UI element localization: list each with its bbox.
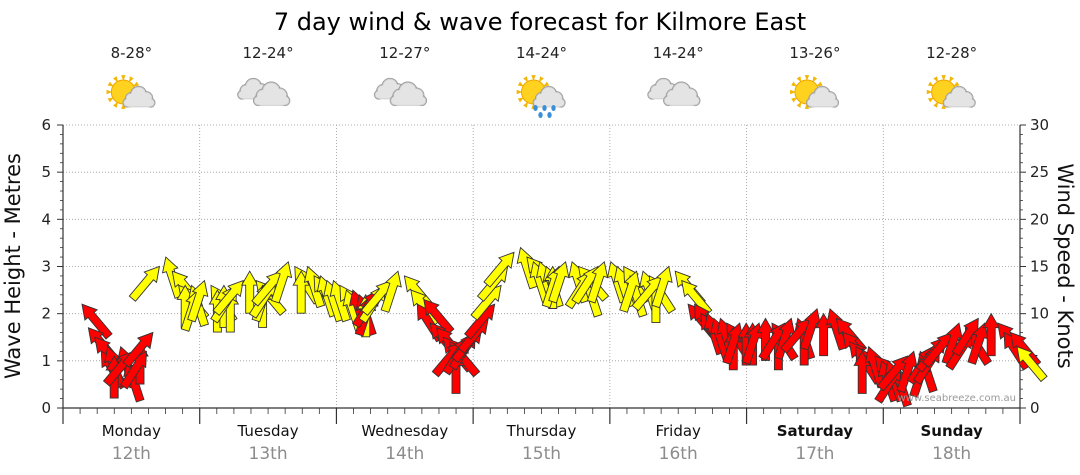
right-tick-label: 10 [1030,305,1049,323]
left-tick-label: 4 [41,210,51,228]
day-date: 13th [249,444,288,464]
temperature-range: 12-24° [243,44,294,62]
wind-arrows [81,246,1048,408]
cloud-icon [373,77,428,107]
wind-arrow [187,279,209,323]
sun-cloud-rain-icon [516,75,566,118]
wind-arrow [483,251,515,288]
wind-arrow [380,270,402,313]
day-name: Friday [655,422,701,440]
cloud-shape [663,81,701,107]
wind-arrow [270,260,293,304]
cloud-shape [942,85,976,108]
raindrop [533,105,538,111]
sun-cloud-icon [106,75,156,109]
day-date: 15th [522,444,561,464]
raindrop [538,112,543,118]
day-name: Monday [102,422,161,440]
sun-cloud-icon [790,75,840,109]
day-date: 16th [659,444,698,464]
right-axis-label: Wind Speed - Knots [1053,163,1077,368]
day-name: Wednesday [361,422,448,440]
raindrop [542,105,547,111]
weather-row: 8-28° 12-24° 12-27° 14-24° 14-24° 13-26° 12-28… [106,44,977,118]
wind-arrow [548,260,570,304]
temperature-range: 14-24° [653,44,704,62]
sun-cloud-icon [926,75,976,109]
wind-arrow [122,331,154,368]
cloud-shape [389,81,428,107]
temperature-range: 14-24° [516,44,567,62]
cloud-shape [532,85,566,108]
cloud-shape [252,81,291,107]
left-tick-label: 3 [41,258,51,276]
day-date: 14th [385,444,424,464]
left-tick-label: 6 [41,116,51,134]
temperature-range: 13-26° [789,44,840,62]
watermark: www.seabreeze.com.au [898,393,1016,404]
day-name: Saturday [777,422,854,440]
day-name: Sunday [920,422,983,440]
right-tick-label: 0 [1030,399,1040,417]
wind-arrow [586,260,609,304]
left-axis: 0 1 2 3 4 5 6 [41,116,64,417]
wind-arrow [651,265,673,309]
day-name: Tuesday [237,422,299,440]
right-tick-label: 20 [1030,210,1049,228]
wind-arrow [619,270,641,313]
left-tick-label: 2 [41,305,51,323]
wind-arrow [212,279,244,316]
wind-arrow [81,303,113,340]
temperature-range: 12-28° [926,44,977,62]
day-name: Thursday [506,422,577,440]
wind-arrow [1016,346,1048,383]
right-tick-label: 30 [1030,116,1049,134]
day-date: 18th [932,444,971,464]
cloud-shape [806,85,840,108]
chart-title: 7 day wind & wave forecast for Kilmore E… [274,8,806,36]
right-tick-label: 15 [1030,258,1049,276]
wind-arrow [681,279,713,316]
temperature-range: 12-27° [379,44,430,62]
left-axis-label: Wave Height - Metres [1,153,25,379]
wind-arrow [423,298,455,335]
cloud-icon [647,77,701,107]
raindrop [551,105,556,111]
wind-arrow [128,265,160,302]
left-tick-label: 0 [41,399,51,417]
left-tick-label: 5 [41,163,51,181]
day-labels: Monday 12th Tuesday 13th Wednesday 14th Thursd… [62,408,1021,464]
right-tick-label: 25 [1030,163,1049,181]
day-date: 12th [112,444,151,464]
temperature-range: 8-28° [111,44,153,62]
cloud-icon [237,77,291,107]
left-tick-label: 1 [41,352,51,370]
cloud-shape [122,85,156,108]
raindrop [547,112,552,118]
day-date: 17th [795,444,834,464]
